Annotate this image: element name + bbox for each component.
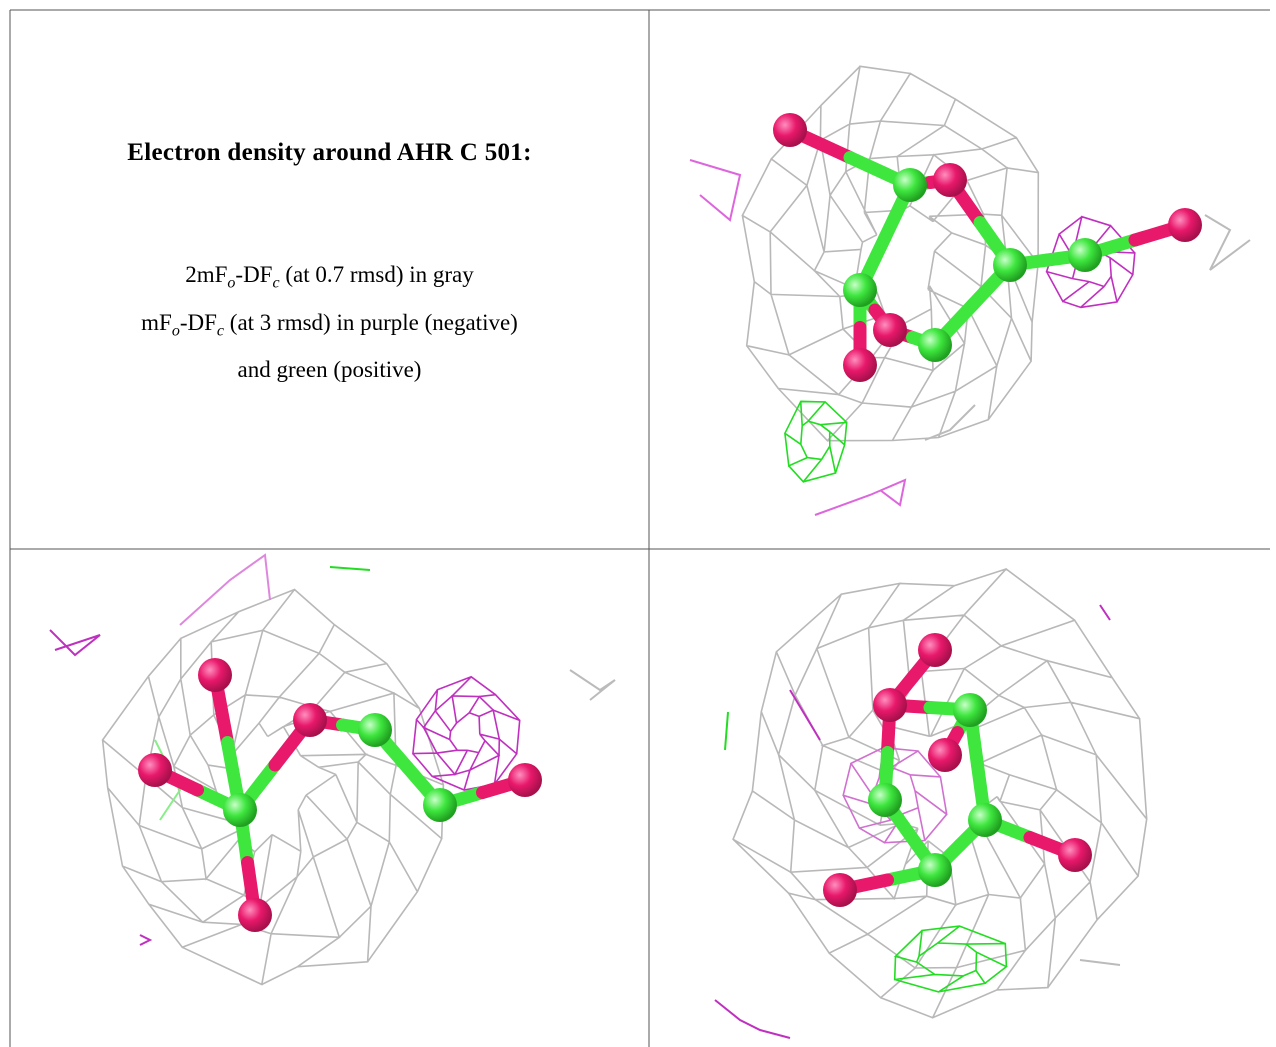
caption-legend: 2mFo-DFc (at 0.7 rmsd) in gray mFo-DFc (a… — [11, 255, 648, 389]
atom — [918, 853, 952, 887]
legend-line: mFo-DFc (at 3 rmsd) in purple (negative) — [11, 303, 648, 351]
density-fragment — [139, 934, 153, 946]
density-fragment — [49, 629, 101, 657]
legend-line: 2mFo-DFc (at 0.7 rmsd) in gray — [11, 255, 648, 303]
subscript: c — [272, 274, 280, 292]
atom — [508, 763, 542, 797]
density-fragment — [1079, 959, 1121, 966]
density-fragment — [814, 478, 907, 516]
atom — [873, 688, 907, 722]
subscript: c — [216, 322, 225, 340]
atom — [238, 898, 272, 932]
atom — [1058, 838, 1092, 872]
atom — [843, 348, 877, 382]
atom — [823, 873, 857, 907]
subscript: o — [171, 322, 180, 340]
density-fragment — [714, 999, 791, 1039]
atom — [953, 693, 987, 727]
atom — [773, 113, 807, 147]
density-fragment — [569, 669, 616, 701]
text-segment: (at 3 rmsd) in purple (negative) — [224, 309, 518, 335]
text-segment: (at 0.7 rmsd) in gray — [279, 262, 474, 287]
text-segment: mF — [141, 309, 172, 335]
subscript: o — [227, 274, 236, 292]
atom — [968, 803, 1002, 837]
density-fragment — [924, 404, 976, 441]
atom — [1068, 238, 1102, 272]
atom — [893, 168, 927, 202]
atom — [843, 273, 877, 307]
density-fragment — [1204, 214, 1251, 271]
atom — [933, 163, 967, 197]
atom — [993, 248, 1027, 282]
density-fragment — [1099, 604, 1111, 621]
atom — [358, 713, 392, 747]
atom — [1168, 208, 1202, 242]
caption-title: Electron density around AHR C 501: — [127, 139, 532, 166]
text-segment: and green (positive) — [237, 357, 422, 383]
density-fragment — [789, 689, 821, 741]
text-segment: -DF — [179, 309, 217, 335]
atom — [868, 783, 902, 817]
caption-panel: Electron density around AHR C 501: 2mFo-… — [11, 11, 648, 548]
atom — [918, 633, 952, 667]
density-fragment — [179, 553, 271, 626]
grid-borders — [9, 9, 1270, 1047]
atom — [928, 738, 962, 772]
density-mesh — [101, 588, 445, 986]
density-mesh — [893, 925, 1008, 993]
density-mesh — [783, 400, 848, 484]
density-fragment — [689, 159, 742, 222]
legend-line: and green (positive) — [11, 350, 648, 389]
density-fragment — [329, 566, 371, 571]
density-mesh — [412, 675, 521, 792]
atom — [873, 313, 907, 347]
atom — [918, 328, 952, 362]
atom — [223, 793, 257, 827]
text-segment: -DF — [235, 262, 273, 287]
atom — [423, 788, 457, 822]
molecule-images — [49, 65, 1251, 1039]
atom — [293, 703, 327, 737]
density-fragment — [724, 711, 729, 751]
text-segment: 2mF — [185, 262, 228, 287]
atom — [138, 753, 172, 787]
atom — [198, 658, 232, 692]
